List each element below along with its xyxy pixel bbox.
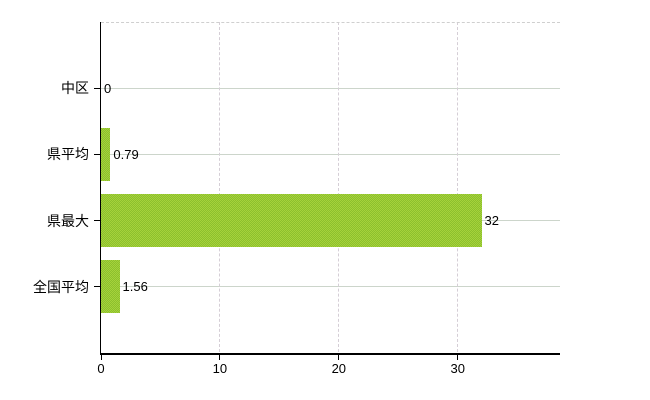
x-axis-tick — [219, 354, 221, 360]
y-axis-tick — [94, 220, 100, 222]
horizontal-gridline — [101, 153, 560, 155]
x-tick-label: 0 — [97, 361, 105, 376]
y-axis-tick — [94, 286, 100, 288]
x-tick-label: 30 — [450, 361, 465, 376]
data-label: 0.79 — [113, 146, 139, 162]
data-label: 1.56 — [122, 279, 148, 295]
x-axis-tick — [457, 354, 459, 360]
x-axis-tick — [338, 354, 340, 360]
y-axis-line — [99, 22, 101, 355]
vertical-gridline — [338, 22, 340, 352]
data-label: 0 — [104, 80, 112, 96]
y-axis-tick — [94, 153, 100, 155]
category-label: 県平均 — [47, 146, 89, 163]
vertical-gridline — [457, 22, 459, 352]
x-axis-tick — [100, 354, 102, 360]
data-label: 32 — [484, 213, 499, 229]
bar-県最大 — [101, 194, 482, 248]
category-label: 全国平均 — [33, 278, 89, 295]
bar-県平均 — [101, 127, 111, 181]
x-tick-label: 20 — [331, 361, 347, 376]
category-label: 県最大 — [47, 212, 89, 229]
y-axis-tick — [94, 87, 100, 89]
x-tick-label: 10 — [212, 361, 228, 376]
x-axis-line — [99, 353, 560, 355]
horizontal-gridline — [101, 286, 560, 288]
plot-top-border — [101, 22, 560, 23]
category-label: 中区 — [61, 80, 89, 97]
vertical-gridline — [219, 22, 221, 352]
bar-全国平均 — [101, 260, 120, 314]
horizontal-gridline — [101, 87, 560, 89]
